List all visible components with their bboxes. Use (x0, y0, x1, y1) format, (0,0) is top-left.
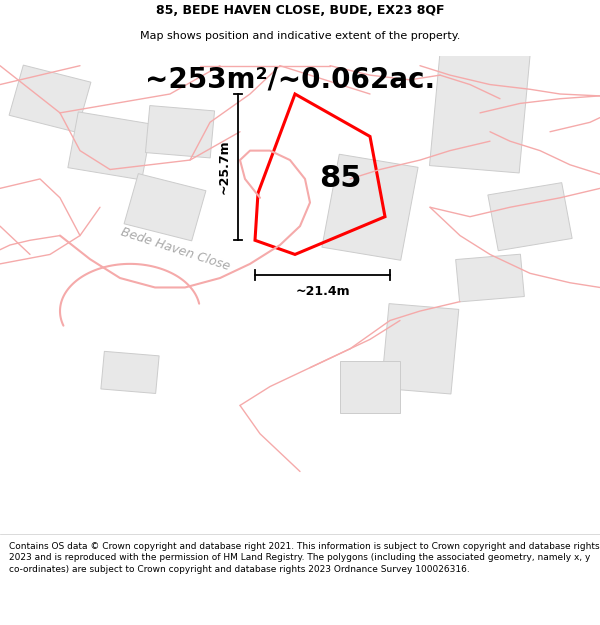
Polygon shape (381, 304, 459, 394)
Polygon shape (9, 65, 91, 132)
Polygon shape (340, 361, 400, 413)
Text: Contains OS data © Crown copyright and database right 2021. This information is : Contains OS data © Crown copyright and d… (9, 542, 599, 574)
Text: Map shows position and indicative extent of the property.: Map shows position and indicative extent… (140, 31, 460, 41)
Polygon shape (101, 351, 159, 394)
Polygon shape (322, 154, 418, 260)
Text: 85: 85 (319, 164, 361, 194)
Polygon shape (488, 182, 572, 251)
Polygon shape (145, 106, 215, 158)
Polygon shape (124, 174, 206, 241)
Polygon shape (455, 254, 524, 302)
Text: ~21.4m: ~21.4m (295, 284, 350, 298)
Text: Bede Haven Close: Bede Haven Close (119, 226, 231, 274)
Text: ~25.7m: ~25.7m (218, 140, 231, 194)
Text: ~253m²/~0.062ac.: ~253m²/~0.062ac. (145, 66, 435, 94)
Polygon shape (430, 43, 530, 173)
Text: 85, BEDE HAVEN CLOSE, BUDE, EX23 8QF: 85, BEDE HAVEN CLOSE, BUDE, EX23 8QF (156, 4, 444, 18)
Polygon shape (68, 112, 152, 180)
